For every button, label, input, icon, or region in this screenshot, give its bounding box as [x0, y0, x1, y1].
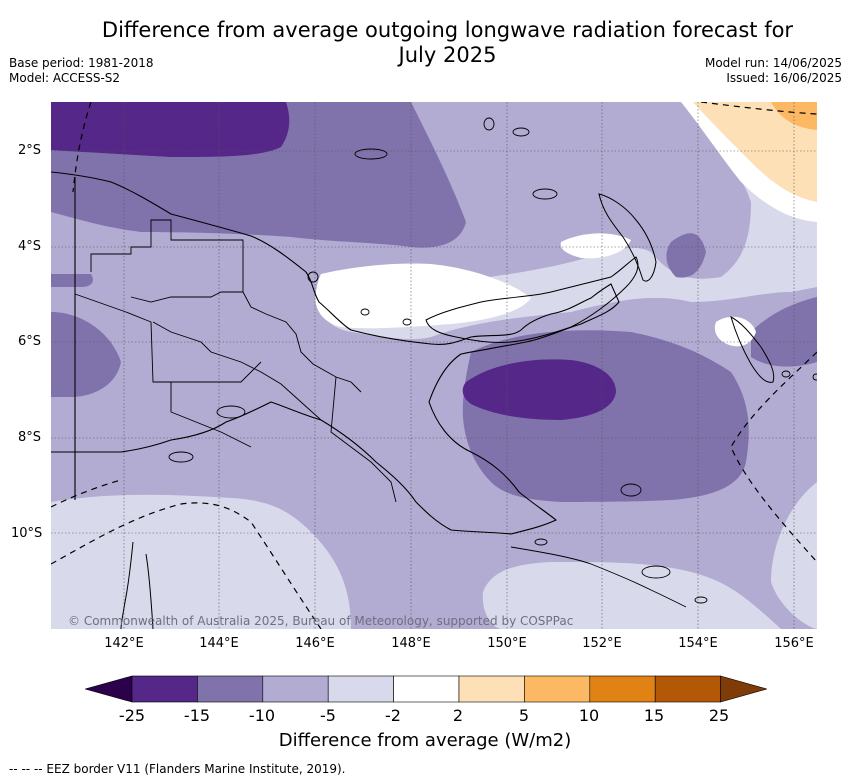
colorbar-extend-high	[720, 675, 767, 703]
colorbar-swatch-8	[589, 675, 656, 703]
lat-label-4s: 4°S	[18, 239, 42, 254]
louisiade-coastline	[510, 546, 687, 608]
colorbar-swatch-7	[524, 675, 591, 703]
colorbar-swatch-2	[197, 675, 264, 703]
colorbar-tick-10: 25	[708, 706, 730, 725]
map-area	[51, 102, 817, 629]
model-run: Model run: 14/06/2025	[704, 56, 842, 70]
eez-borders	[51, 102, 817, 629]
lat-label-6s: 6°S	[18, 334, 42, 349]
shade-white-ne	[681, 102, 817, 222]
colorbar-tick-5: -2	[385, 706, 401, 725]
map-title: Difference from average outgoing longwav…	[0, 18, 850, 68]
meta-left: Base period: 1981-2018 Model: ACCESS-S2	[9, 56, 154, 86]
colorbar-extend-low	[85, 675, 133, 703]
colorbar-swatch-9	[654, 675, 721, 703]
new-britain-coastline	[425, 256, 639, 343]
province-border-3	[152, 321, 322, 421]
shade-band-medium-east2	[751, 297, 817, 367]
lon-label-146e: 146°E	[295, 636, 335, 651]
model-name: Model: ACCESS-S2	[9, 71, 121, 85]
lon-label-144e: 144°E	[199, 636, 239, 651]
lon-label-152e: 152°E	[582, 636, 622, 651]
colorbar-swatch-3	[262, 675, 329, 703]
lat-label-8s: 8°S	[18, 430, 42, 445]
colorbar-swatch-1	[131, 675, 198, 703]
colorbar	[85, 675, 767, 703]
base-period: Base period: 1981-2018	[9, 56, 154, 70]
colorbar-swatch-6	[458, 675, 525, 703]
title-line-2: July 2025	[398, 43, 497, 67]
lon-label-148e: 148°E	[391, 636, 431, 651]
issued-date: Issued: 16/06/2025	[726, 71, 842, 85]
shade-band-dark-central	[462, 359, 616, 420]
colorbar-label: Difference from average (W/m2)	[278, 730, 572, 751]
lon-label-156e: 156°E	[774, 636, 814, 651]
lon-label-154e: 154°E	[678, 636, 718, 651]
province-border-4	[242, 291, 362, 393]
shade-band-medium-east	[666, 233, 706, 278]
colorbar-tick-7: 5	[518, 706, 530, 725]
colorbar-tick-8: 10	[578, 706, 600, 725]
cape-york-coastline	[120, 541, 154, 629]
shade-positive-light	[693, 102, 817, 202]
colorbar-swatch-4	[327, 675, 394, 703]
lat-label-2s: 2°S	[18, 143, 42, 158]
colorbar-tick-2: -15	[183, 706, 211, 725]
new-ireland-coastline	[598, 193, 657, 282]
shade-band-dark-nw	[51, 102, 290, 157]
colorbar-tick-1: -25	[118, 706, 146, 725]
colorbar-tick-3: -10	[248, 706, 276, 725]
colorbar-swatch-5	[393, 675, 460, 703]
province-border-5	[171, 361, 397, 503]
colorbar-tick-9: 15	[643, 706, 665, 725]
small-islands	[168, 117, 817, 604]
lat-label-10s: 10°S	[11, 526, 43, 541]
shade-lightest-se	[771, 482, 817, 629]
colorbar-tick-6: 2	[452, 706, 464, 725]
meta-right: Model run: 14/06/2025 Issued: 16/06/2025	[705, 56, 842, 86]
lon-label-142e: 142°E	[104, 636, 144, 651]
map-svg	[51, 102, 817, 629]
shade-band-medium-west	[51, 274, 93, 287]
eez-legend-footer: -- -- -- EEZ border V11 (Flanders Marine…	[9, 762, 346, 776]
shade-white-ne-mid	[560, 233, 631, 259]
shade-band-medium-wcoast	[51, 312, 121, 397]
lon-label-150e: 150°E	[487, 636, 527, 651]
colorbar-tick-4: -5	[320, 706, 336, 725]
province-border-1	[90, 219, 244, 303]
bougainville-coastline	[730, 316, 775, 383]
copyright-notice: © Commonwealth of Australia 2025, Bureau…	[68, 614, 574, 628]
title-line-1: Difference from average outgoing longwav…	[101, 18, 794, 42]
new-guinea-coastline	[51, 171, 620, 535]
